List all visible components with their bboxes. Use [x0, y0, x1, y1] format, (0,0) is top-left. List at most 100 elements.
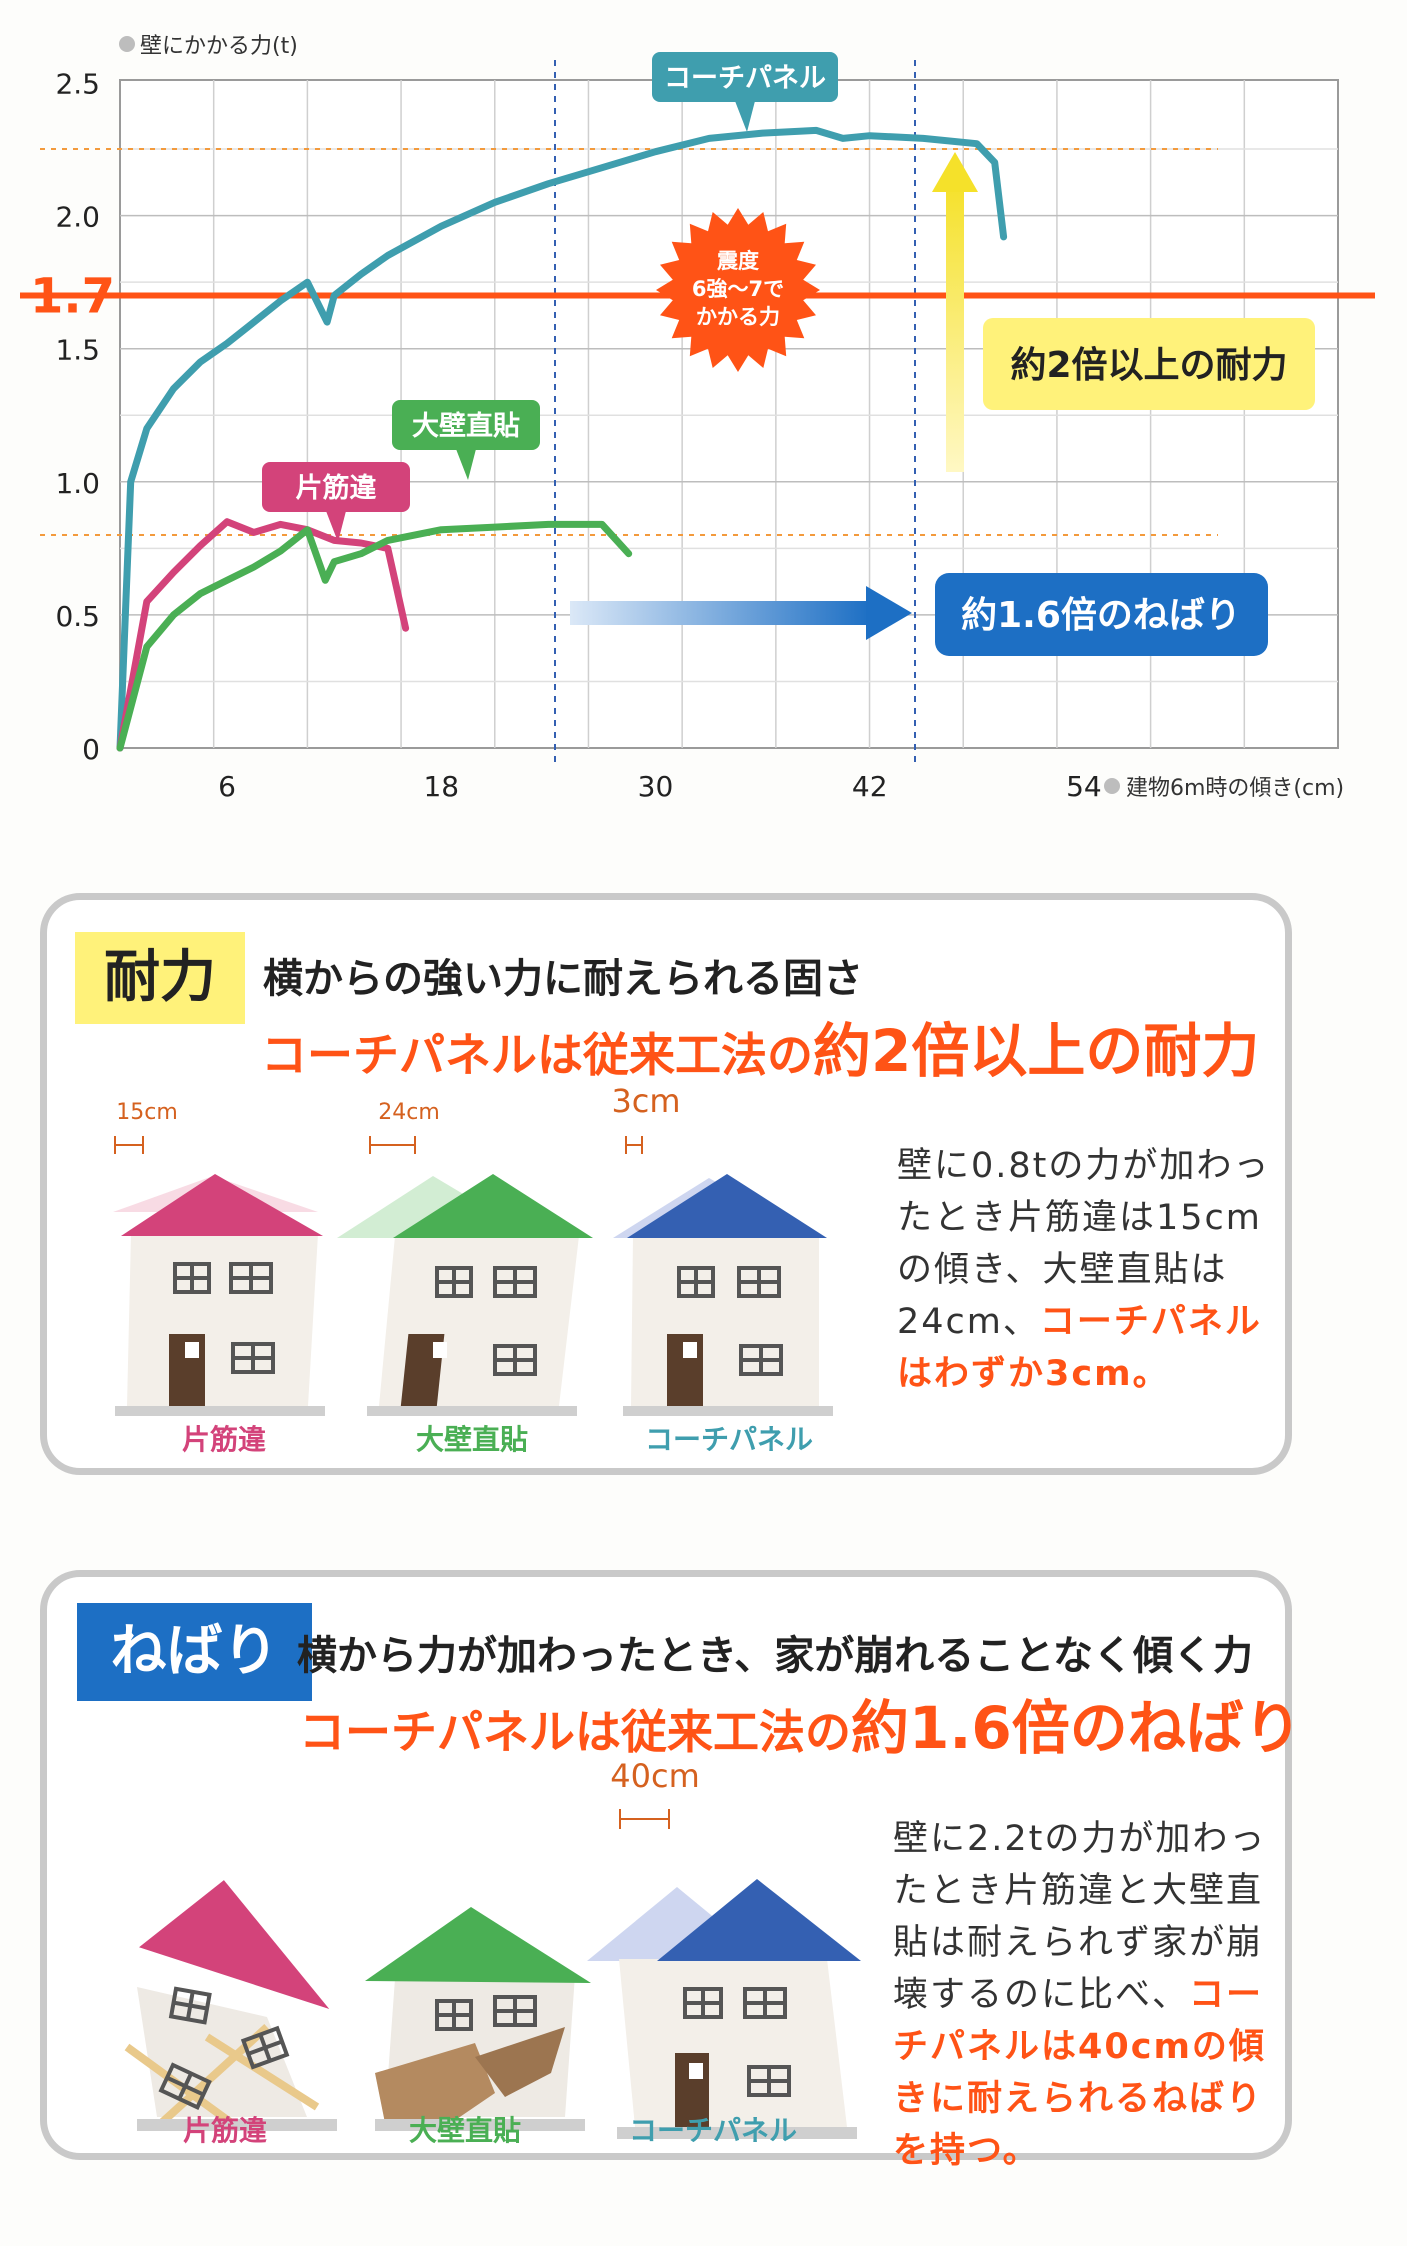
data-point	[841, 136, 845, 140]
axis-ticks: 1.7 0 0.5 1.0 1.5 2.0 2.5 6 18 30 42 54 壁にかかる力(t) 建物6…	[30, 34, 1344, 803]
data-point	[172, 387, 176, 391]
house-label-okabe: 大壁直貼	[415, 1423, 528, 1456]
y-tick-label: 0.5	[55, 600, 100, 633]
strength-chart: 1.7 0 0.5 1.0 1.5 2.0 2.5 6 18 30 42 54 壁にかかる力(t) 建物6…	[20, 34, 1375, 803]
tenacity-badge: ねばり	[77, 1603, 312, 1701]
strength-callout-box	[983, 318, 1315, 410]
burst-label: 6強〜7で	[692, 277, 784, 301]
tenacity-card: ねばり 横から力が加わったとき、家が崩れることなく傾く力 コーチパネルは従来工法…	[40, 1570, 1302, 2171]
burst-badge	[656, 208, 820, 372]
data-point	[198, 544, 202, 548]
house-illustrations-2	[124, 1809, 861, 2139]
data-point	[975, 142, 979, 146]
house-collapsed-katasujikai	[124, 1880, 337, 2131]
strength-sub-prefix: コーチパネルは従来工法の	[261, 1028, 813, 1082]
data-point	[359, 272, 363, 276]
y-tick-label: 2.5	[55, 68, 100, 101]
series-label: 大壁直貼	[412, 411, 520, 442]
house-collapsed-okabe	[365, 1907, 591, 2131]
tenacity-sub-prefix: コーチパネルは従来工法の	[299, 1705, 851, 1759]
data-point	[252, 320, 256, 324]
strength-desc-plain: 壁に0.8tの力が加わったとき片筋違は15cmの傾き、大壁直貼は24cm、	[897, 1146, 1271, 1342]
strength-badge: 耐力	[75, 932, 245, 1024]
series-callout-pointer	[735, 101, 755, 132]
measure-24cm: 24cm	[378, 1100, 440, 1125]
tenacity-arrow-head	[866, 586, 912, 640]
data-point	[993, 160, 997, 164]
data-point	[386, 538, 390, 542]
data-point	[921, 136, 925, 140]
data-point	[252, 530, 256, 534]
house-katasujikai	[113, 1174, 325, 1416]
house-coach	[613, 1174, 833, 1416]
strength-description: 壁に0.8tの力が加わったとき片筋違は15cmの傾き、大壁直貼は24cm、コーチ…	[897, 1140, 1287, 1400]
strength-card: 耐力 横からの強い力に耐えられる固さ コーチパネルは従来工法の約2倍以上の耐力 …	[40, 893, 1292, 1475]
x-tick-label: 6	[218, 770, 236, 803]
house-okabe	[337, 1174, 593, 1416]
series-callout-pointer	[326, 511, 346, 542]
data-point	[493, 525, 497, 529]
data-point	[279, 549, 283, 553]
tenacity-desc-highlight: コーチパネルは40cmの傾きに耐えられるねばりを持つ。	[893, 1975, 1266, 2171]
data-point	[145, 645, 149, 649]
data-point	[279, 299, 283, 303]
data-point	[386, 254, 390, 258]
data-point	[359, 541, 363, 545]
strength-desc-highlight: コーチパネルはわずか3cm。	[897, 1302, 1262, 1394]
data-point	[814, 128, 818, 132]
data-point	[323, 578, 327, 582]
tenacity-description: 壁に2.2tの力が加わったとき片筋違と大壁直貼は耐えられず家が崩壊するのに比べ、…	[893, 1813, 1285, 2177]
data-point	[439, 224, 443, 228]
data-point	[305, 528, 309, 532]
house-tilted-coach	[587, 1879, 861, 2139]
measure-40cm: 40cm	[610, 1757, 700, 1795]
data-point	[600, 166, 604, 170]
series-callout-pointer	[456, 449, 476, 480]
data-point	[404, 626, 408, 630]
y-tick-label: 1.5	[55, 334, 100, 367]
data-point	[305, 280, 309, 284]
burst-label: かかる力	[696, 305, 780, 329]
x-tick-label: 30	[638, 770, 674, 803]
data-point	[493, 200, 497, 204]
data-point	[225, 341, 229, 345]
data-point	[332, 293, 336, 297]
x-axis-label: 建物6m時の傾き(cm)	[1126, 776, 1344, 801]
data-point	[627, 552, 631, 556]
tenacity-arrow-shaft	[570, 601, 870, 625]
y-tick-label: 0	[82, 733, 100, 766]
house-label-coach: コーチパネル	[644, 1423, 813, 1456]
x-tick-label: 18	[423, 770, 459, 803]
data-point	[145, 427, 149, 431]
data-point	[325, 320, 329, 324]
strength-sub-big: 約2倍以上の耐力	[813, 1017, 1260, 1085]
series-label: 片筋違	[296, 472, 377, 504]
y-tick-label: 2.0	[55, 201, 100, 234]
tenacity-desc-plain: 壁に2.2tの力が加わったとき片筋違と大壁直貼は耐えられず家が崩壊するのに比べ、	[893, 1819, 1267, 2015]
tenacity-sub-big: 約1.6倍のねばり	[851, 1694, 1302, 1762]
tenacity-callout-text: 約1.6倍のねばり	[961, 595, 1241, 636]
data-point	[761, 131, 765, 135]
data-point	[439, 528, 443, 532]
data-point	[868, 134, 872, 138]
house2-label-okabe: 大壁直貼	[408, 2114, 521, 2147]
series-callout-box	[392, 400, 540, 450]
data-point	[172, 570, 176, 574]
burst-label: 震度	[717, 249, 759, 273]
data-point	[172, 613, 176, 617]
data-point	[654, 150, 657, 154]
data-point	[279, 522, 283, 526]
data-point	[546, 182, 550, 186]
data-point	[1002, 235, 1006, 239]
x-tick-label: 54	[1066, 770, 1102, 803]
data-point	[118, 746, 122, 750]
strength-arrow-head	[932, 152, 978, 192]
reference-label: 1.7	[30, 268, 115, 324]
strength-callout-text: 約2倍以上の耐力	[1010, 345, 1287, 386]
data-point	[198, 360, 202, 364]
tenacity-heading: 横から力が加わったとき、家が崩れることなく傾く力	[297, 1633, 1253, 1679]
strength-heading: 横からの強い力に耐えられる固さ	[263, 956, 863, 1002]
data-point	[225, 578, 229, 582]
series-callout-box	[652, 52, 838, 102]
data-point	[332, 560, 336, 564]
